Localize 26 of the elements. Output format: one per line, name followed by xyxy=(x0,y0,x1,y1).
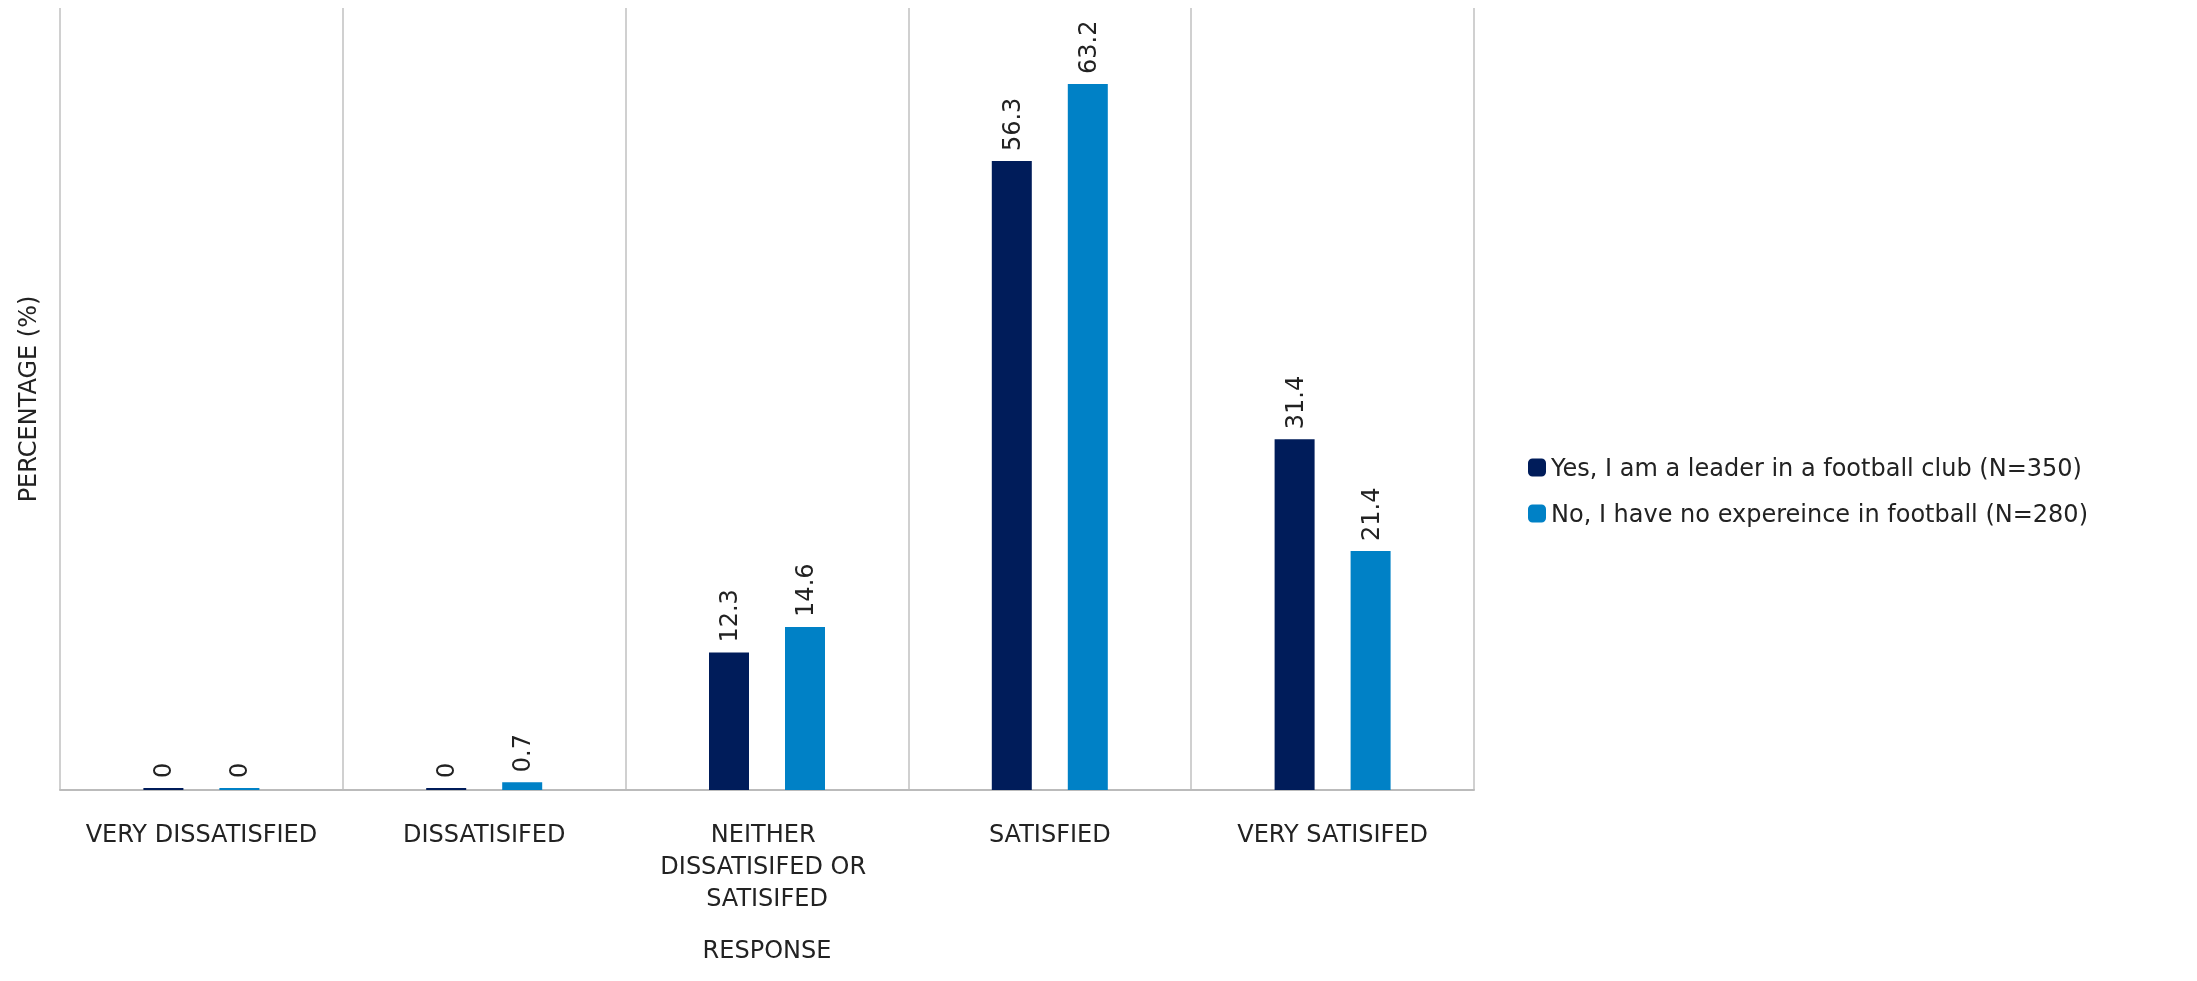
legend-label: Yes, I am a leader in a football club (N=350) xyxy=(1550,453,2082,482)
data-label: 21.4 xyxy=(1356,487,1385,541)
bar xyxy=(785,626,825,790)
data-label: 12.3 xyxy=(715,589,743,643)
data-label: 0 xyxy=(432,762,461,778)
data-label: 0.7 xyxy=(508,734,537,773)
data-label: 31.4 xyxy=(1280,375,1309,430)
x-tick-label: NEITHER DISSATISIFED OR SATISIFED xyxy=(660,820,874,912)
data-label: 14.6 xyxy=(791,563,819,617)
x-tick-label: SATISFIED xyxy=(988,820,1111,848)
bar xyxy=(1274,439,1315,790)
bar xyxy=(1067,83,1108,790)
y-axis-title: PERCENTAGE (%) xyxy=(14,295,42,503)
data-label: 0 xyxy=(149,762,178,778)
x-tick-label: VERY DISSATISFIED xyxy=(85,820,318,848)
bar xyxy=(709,652,749,790)
bar xyxy=(502,782,543,790)
bar xyxy=(1350,550,1391,790)
data-label: 56.3 xyxy=(997,97,1026,152)
x-tick-label: DISSATISIFED xyxy=(402,820,566,848)
data-label: 0 xyxy=(225,762,254,778)
data-label: 63.2 xyxy=(1073,20,1102,74)
legend-label: No, I have no expereince in football (N=280) xyxy=(1551,499,2088,528)
x-axis-title: RESPONSE xyxy=(702,936,832,964)
bar xyxy=(991,161,1032,790)
x-tick-label: VERY SATISIFED xyxy=(1237,820,1428,848)
